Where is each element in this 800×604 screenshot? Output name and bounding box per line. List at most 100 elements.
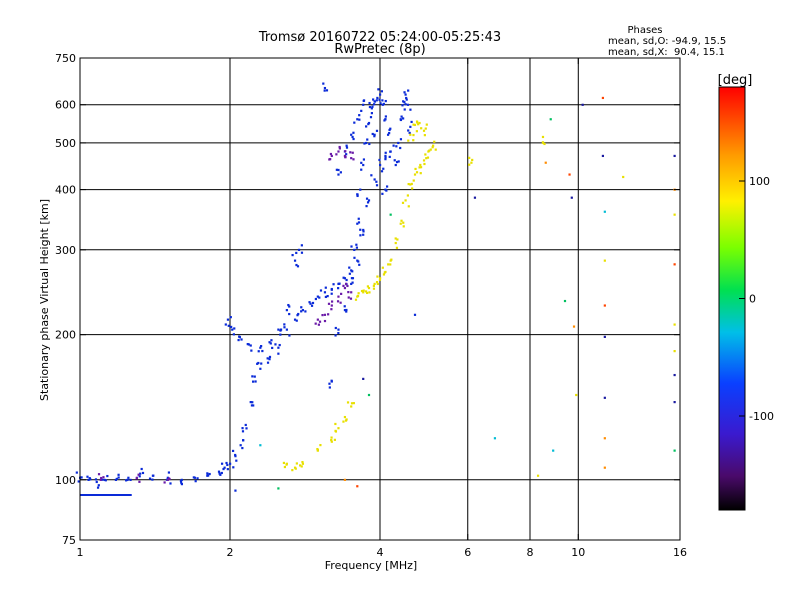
data-point <box>345 418 348 421</box>
data-point <box>362 233 365 236</box>
data-point <box>222 467 225 471</box>
data-point <box>230 325 233 329</box>
data-point <box>367 286 371 290</box>
data-point <box>223 466 226 469</box>
data-point <box>353 121 356 124</box>
data-point <box>362 158 366 161</box>
data-point <box>226 318 230 321</box>
data-point <box>403 91 406 94</box>
y-tick-label: 600 <box>55 99 76 112</box>
data-point <box>330 154 333 158</box>
data-point <box>383 271 386 274</box>
data-point <box>384 156 387 159</box>
data-point <box>368 105 372 109</box>
data-point <box>169 482 172 485</box>
data-point <box>330 300 334 303</box>
data-point <box>316 447 319 451</box>
data-point <box>403 101 406 104</box>
data-point <box>180 483 184 486</box>
data-point <box>357 221 361 224</box>
data-point <box>86 475 89 478</box>
data-point <box>385 185 389 188</box>
data-point <box>375 99 378 102</box>
data-point <box>410 182 413 186</box>
data-point <box>365 141 368 145</box>
y-tick-label: 75 <box>62 534 76 547</box>
data-point <box>343 415 347 419</box>
data-point <box>300 310 303 313</box>
data-point <box>151 478 154 481</box>
data-point <box>343 277 347 280</box>
data-point <box>337 427 340 430</box>
data-point <box>355 243 358 246</box>
data-point <box>237 338 240 342</box>
data-point <box>337 295 340 298</box>
data-point <box>250 404 254 407</box>
data-points-layer <box>75 82 676 496</box>
data-point <box>365 125 368 128</box>
data-point <box>291 253 294 257</box>
data-point <box>342 284 345 287</box>
data-point <box>575 393 578 397</box>
data-point <box>622 175 625 179</box>
data-point <box>288 305 291 308</box>
data-point <box>326 295 329 298</box>
data-point <box>379 277 382 280</box>
data-point <box>140 467 143 471</box>
data-point <box>367 393 371 397</box>
data-point <box>257 361 260 365</box>
data-point <box>226 468 229 471</box>
data-point <box>260 345 263 348</box>
data-point <box>337 173 340 176</box>
data-point <box>410 120 413 124</box>
data-point <box>373 133 376 136</box>
data-point <box>367 199 371 202</box>
data-point <box>129 478 132 482</box>
data-point <box>405 96 408 100</box>
data-point <box>358 263 361 266</box>
data-point <box>266 361 270 364</box>
data-point <box>260 362 263 365</box>
data-point <box>389 127 392 130</box>
data-point <box>471 158 474 162</box>
data-point <box>365 205 368 208</box>
data-point <box>138 475 141 478</box>
data-point <box>397 141 400 145</box>
data-point <box>536 474 540 477</box>
data-point <box>413 173 417 176</box>
x-tick-label: 4 <box>377 546 384 559</box>
data-point <box>270 339 273 342</box>
chart-title: Tromsø 20160722 05:24:00-05:25:43 <box>258 30 501 45</box>
data-point <box>351 151 354 154</box>
phases-mean-x: mean, sd,X: 90.4, 15.1 <box>608 47 725 58</box>
data-point <box>372 98 375 101</box>
data-point <box>351 281 354 284</box>
data-point <box>106 474 109 478</box>
data-point <box>425 157 428 160</box>
data-point <box>424 127 427 130</box>
data-point <box>329 158 332 161</box>
y-axis-ticks: 75 100 200 300 400 500 600 750 <box>55 52 680 547</box>
data-point <box>350 405 353 408</box>
data-point <box>323 86 327 90</box>
data-point <box>415 130 418 133</box>
data-point <box>301 309 305 312</box>
data-point <box>422 159 426 162</box>
data-point <box>353 256 356 259</box>
data-point <box>252 404 255 407</box>
data-point <box>345 146 349 149</box>
data-point <box>300 465 303 468</box>
data-point <box>394 237 397 240</box>
colorbar-tick-label: 0 <box>749 293 756 306</box>
data-point <box>370 112 373 115</box>
data-point <box>473 196 477 199</box>
data-point <box>673 213 676 216</box>
data-point <box>375 184 379 187</box>
data-point <box>387 263 390 266</box>
data-point <box>360 168 363 171</box>
data-point <box>378 158 381 162</box>
data-point <box>563 299 567 303</box>
data-point <box>88 477 91 480</box>
data-point <box>295 319 298 322</box>
